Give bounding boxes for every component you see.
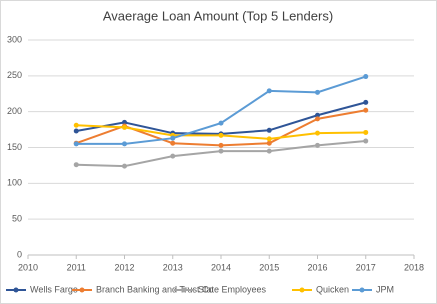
x-tick-label: 2017: [356, 262, 376, 272]
data-point: [266, 136, 272, 142]
data-point: [363, 107, 369, 113]
y-tick-label: 200: [7, 106, 22, 116]
data-point: [363, 138, 369, 144]
x-tick-label: 2016: [307, 262, 327, 272]
data-point: [315, 112, 320, 118]
legend-marker: [299, 287, 305, 293]
data-point: [122, 124, 127, 130]
y-tick-label: 100: [7, 178, 22, 188]
data-point: [363, 99, 369, 105]
data-point: [266, 127, 272, 133]
data-point: [122, 141, 127, 147]
data-point: [122, 119, 127, 125]
x-tick-label: 2010: [18, 262, 38, 272]
data-point: [170, 140, 176, 146]
data-point: [122, 163, 127, 169]
legend-label: State Employees: [198, 284, 267, 294]
legend-label: JPM: [376, 284, 394, 294]
y-tick-label: 50: [12, 214, 22, 224]
data-point: [218, 148, 224, 154]
data-point: [170, 153, 176, 159]
y-tick-label: 0: [17, 249, 22, 259]
x-tick-label: 2013: [163, 262, 183, 272]
data-point: [315, 89, 320, 95]
legend-label: Wells Fargo: [30, 284, 78, 294]
data-point: [315, 116, 320, 122]
legend-marker: [181, 287, 187, 293]
data-point: [266, 88, 272, 94]
y-tick-label: 150: [7, 142, 22, 152]
legend-label: Branch Banking and Trust Co: [96, 284, 214, 294]
legend-marker: [79, 287, 85, 293]
x-tick-label: 2012: [114, 262, 134, 272]
data-point: [363, 74, 369, 80]
data-point: [218, 132, 224, 138]
x-tick-label: 2015: [259, 262, 279, 272]
data-point: [73, 141, 79, 147]
data-point: [363, 129, 369, 135]
data-point: [218, 142, 224, 148]
legend-marker: [359, 287, 365, 293]
data-point: [73, 162, 79, 168]
legend-label: Quicken: [316, 284, 349, 294]
data-point: [315, 142, 320, 148]
y-tick-label: 300: [7, 34, 22, 44]
chart-title: Avaerage Loan Amount (Top 5 Lenders): [103, 8, 333, 23]
x-tick-label: 2018: [404, 262, 424, 272]
legend-marker: [13, 287, 19, 293]
data-point: [73, 128, 79, 134]
data-point: [170, 135, 176, 141]
data-point: [315, 130, 320, 136]
data-point: [266, 140, 272, 146]
x-tick-label: 2011: [67, 262, 86, 272]
y-tick-label: 250: [7, 70, 22, 80]
x-tick-label: 2014: [211, 262, 231, 272]
data-point: [266, 148, 272, 154]
data-point: [218, 120, 224, 126]
data-point: [73, 122, 79, 128]
